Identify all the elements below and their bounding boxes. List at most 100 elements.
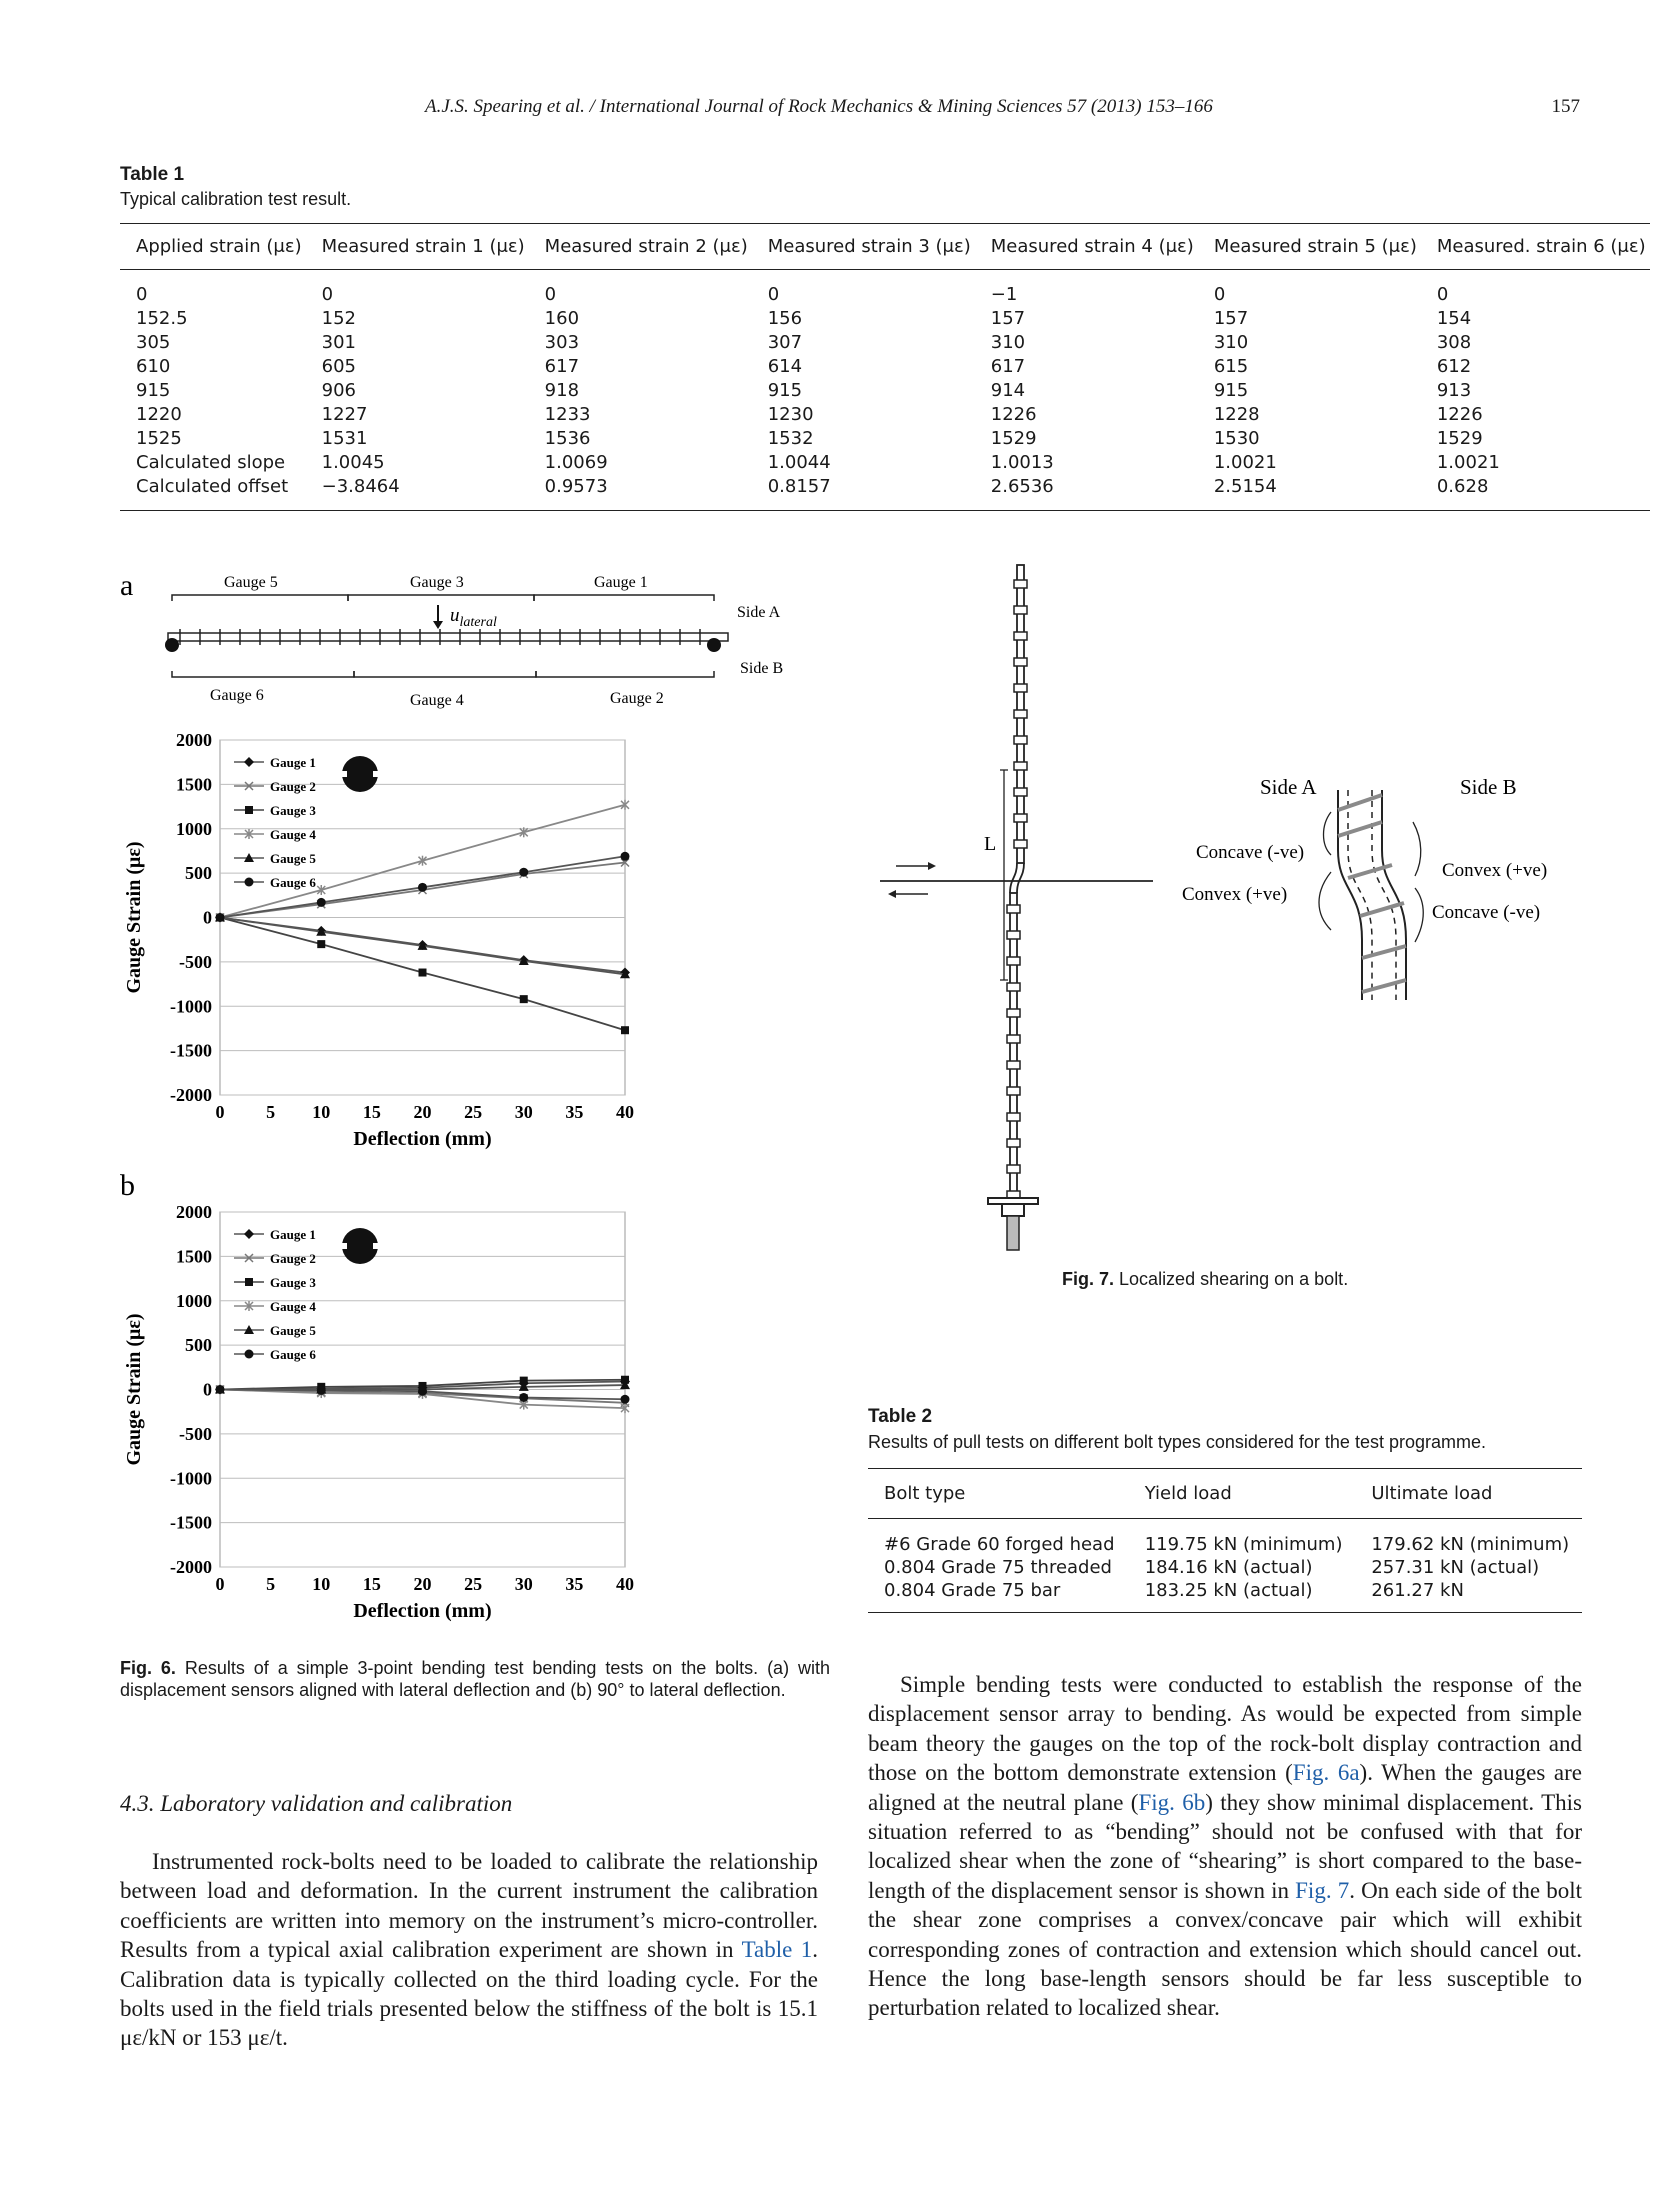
fig7-caption-text: Localized shearing on a bolt. [1119,1269,1349,1289]
y-tick-label: 2000 [176,1202,212,1222]
table-row: 610 605 617 614 617 615 612 [120,355,1650,379]
table-cell: 1.0044 [767,452,831,473]
gauge-3-label: Gauge 3 [410,574,464,591]
fig7-link[interactable]: Fig. 7 [1295,1877,1350,1903]
table-cell: 152.5 [136,308,188,329]
strain-band [1361,944,1407,960]
table-cell: 2.6536 [990,476,1054,497]
table-cell: 119.75 kN (minimum) [1144,1534,1343,1555]
bolt-gauge-marker [1013,683,1028,693]
table-row: 1220 1227 1233 1230 1226 1228 1226 [120,403,1650,427]
table-cell: 1530 [1213,428,1260,449]
shear-arrowhead-left [888,890,896,898]
table2-body: #6 Grade 60 forged head 119.75 kN (minimu… [868,1519,1582,1613]
marker-square [621,1026,629,1035]
bolt-gauge-marker [1013,709,1028,719]
bolt-fig7-ticks [1006,579,1028,1200]
table-cell: 0 [1436,284,1449,305]
table-cell: 305 [136,332,171,353]
legend-label: Gauge 1 [270,1227,316,1242]
length-label: L [984,833,996,855]
table1-link[interactable]: Table 1 [741,1937,813,1963]
bolt-section-notch [373,771,378,777]
left-paragraph: Instrumented rock-bolts need to be loade… [120,1847,818,2053]
table-cell: 310 [990,332,1026,353]
y-axis-label: Gauge Strain (με) [123,1313,145,1465]
marker-square [519,1376,528,1385]
pull-test-table: Bolt type Yield load Ultimate load #6 Grad… [868,1468,1582,1613]
y-tick-label: -2000 [170,1085,212,1105]
table-cell: 1227 [321,404,368,425]
marker-square [245,806,253,814]
marker-square [245,1278,253,1286]
marker-circle [620,1394,630,1404]
table-cell: 307 [767,332,803,353]
section-heading: 4.3. Laboratory validation and calibrati… [120,1791,513,1816]
marker-circle [519,867,529,877]
table-cell: #6 Grade 60 forged head [884,1534,1115,1555]
marker-triangle [417,940,428,950]
fig6-caption-label: Fig. 6. [120,1658,176,1678]
bolt-section-icon [342,756,378,792]
gauge-5-label: Gauge 5 [224,574,278,591]
table1-caption: Typical calibration test result. [120,189,352,209]
gauge-1-label: Gauge 1 [594,574,648,591]
x-tick-label: 40 [616,1574,634,1594]
marker-circle [244,1349,254,1359]
table-cell: 0.804 Grade 75 threaded [884,1557,1112,1578]
column-header: Measured strain 2 (με) [544,236,748,257]
bolt-gauge-marker [1013,761,1028,771]
table-cell: 1.0045 [321,452,385,473]
table-cell: 0 [767,284,780,305]
bolt-bar [167,632,729,642]
bolt-gauge-marker [1006,930,1021,940]
table-cell: 1226 [990,404,1037,425]
table-cell: 1532 [767,428,814,449]
gauge-2-label: Gauge 2 [610,690,664,707]
gauge-3-bracket [347,594,535,601]
fig7-side-b: Side B [1460,775,1517,799]
table-cell: 157 [1213,308,1249,329]
table-cell: 614 [767,356,803,377]
marker-x [244,1253,254,1263]
table-row: 0.804 Grade 75 threaded 184.16 kN (actual… [868,1556,1582,1579]
table-cell: 914 [990,380,1026,401]
fig6a-link[interactable]: Fig. 6a [1292,1760,1360,1786]
fig6b-link[interactable]: Fig. 6b [1138,1789,1206,1815]
table-row: 152.5 152 160 156 157 157 154 [120,307,1650,331]
concave-left-arrow [1322,811,1332,856]
threaded-end [1006,1215,1020,1251]
gauge-2-bracket [535,671,715,678]
bolt-gauge-marker [1006,1008,1021,1018]
marker-x [244,781,254,791]
detail-dash-left [1347,790,1373,1000]
y-tick-label: -500 [179,1424,212,1444]
table-cell: 160 [544,308,580,329]
convex-right-label: Convex (+ve) [1442,860,1547,881]
bolt-gauge-marker [1013,787,1028,797]
bolt-gauge-marker [1013,631,1028,641]
y-axis-label: Gauge Strain (με) [123,841,145,993]
x-tick-label: 35 [565,1102,583,1122]
table-cell: 1233 [544,404,591,425]
marker-circle [215,1385,225,1394]
load-arrowhead [433,621,443,629]
table-cell: 615 [1213,356,1249,377]
right-para-part2: ). When the gauges are aligned at the ne… [868,1760,1582,1815]
journal-citation: A.J.S. Spearing et al. / International J… [425,96,1213,117]
marker-triangle [518,1381,529,1391]
bolt-gauge-marker [1013,813,1028,823]
table-cell: 301 [321,332,356,353]
table-cell: 605 [321,356,356,377]
marker-square [519,995,528,1004]
gauge-4-label: Gauge 4 [410,692,464,709]
table-cell: 906 [321,380,356,401]
table1-label: Table 1 [120,164,185,185]
table-cell: 0 [136,284,148,305]
legend-label: Gauge 6 [270,1347,316,1362]
panel-b-label: b [120,1169,135,1202]
y-tick-label: -1000 [170,996,212,1016]
concave-right-arrow [1414,887,1424,943]
